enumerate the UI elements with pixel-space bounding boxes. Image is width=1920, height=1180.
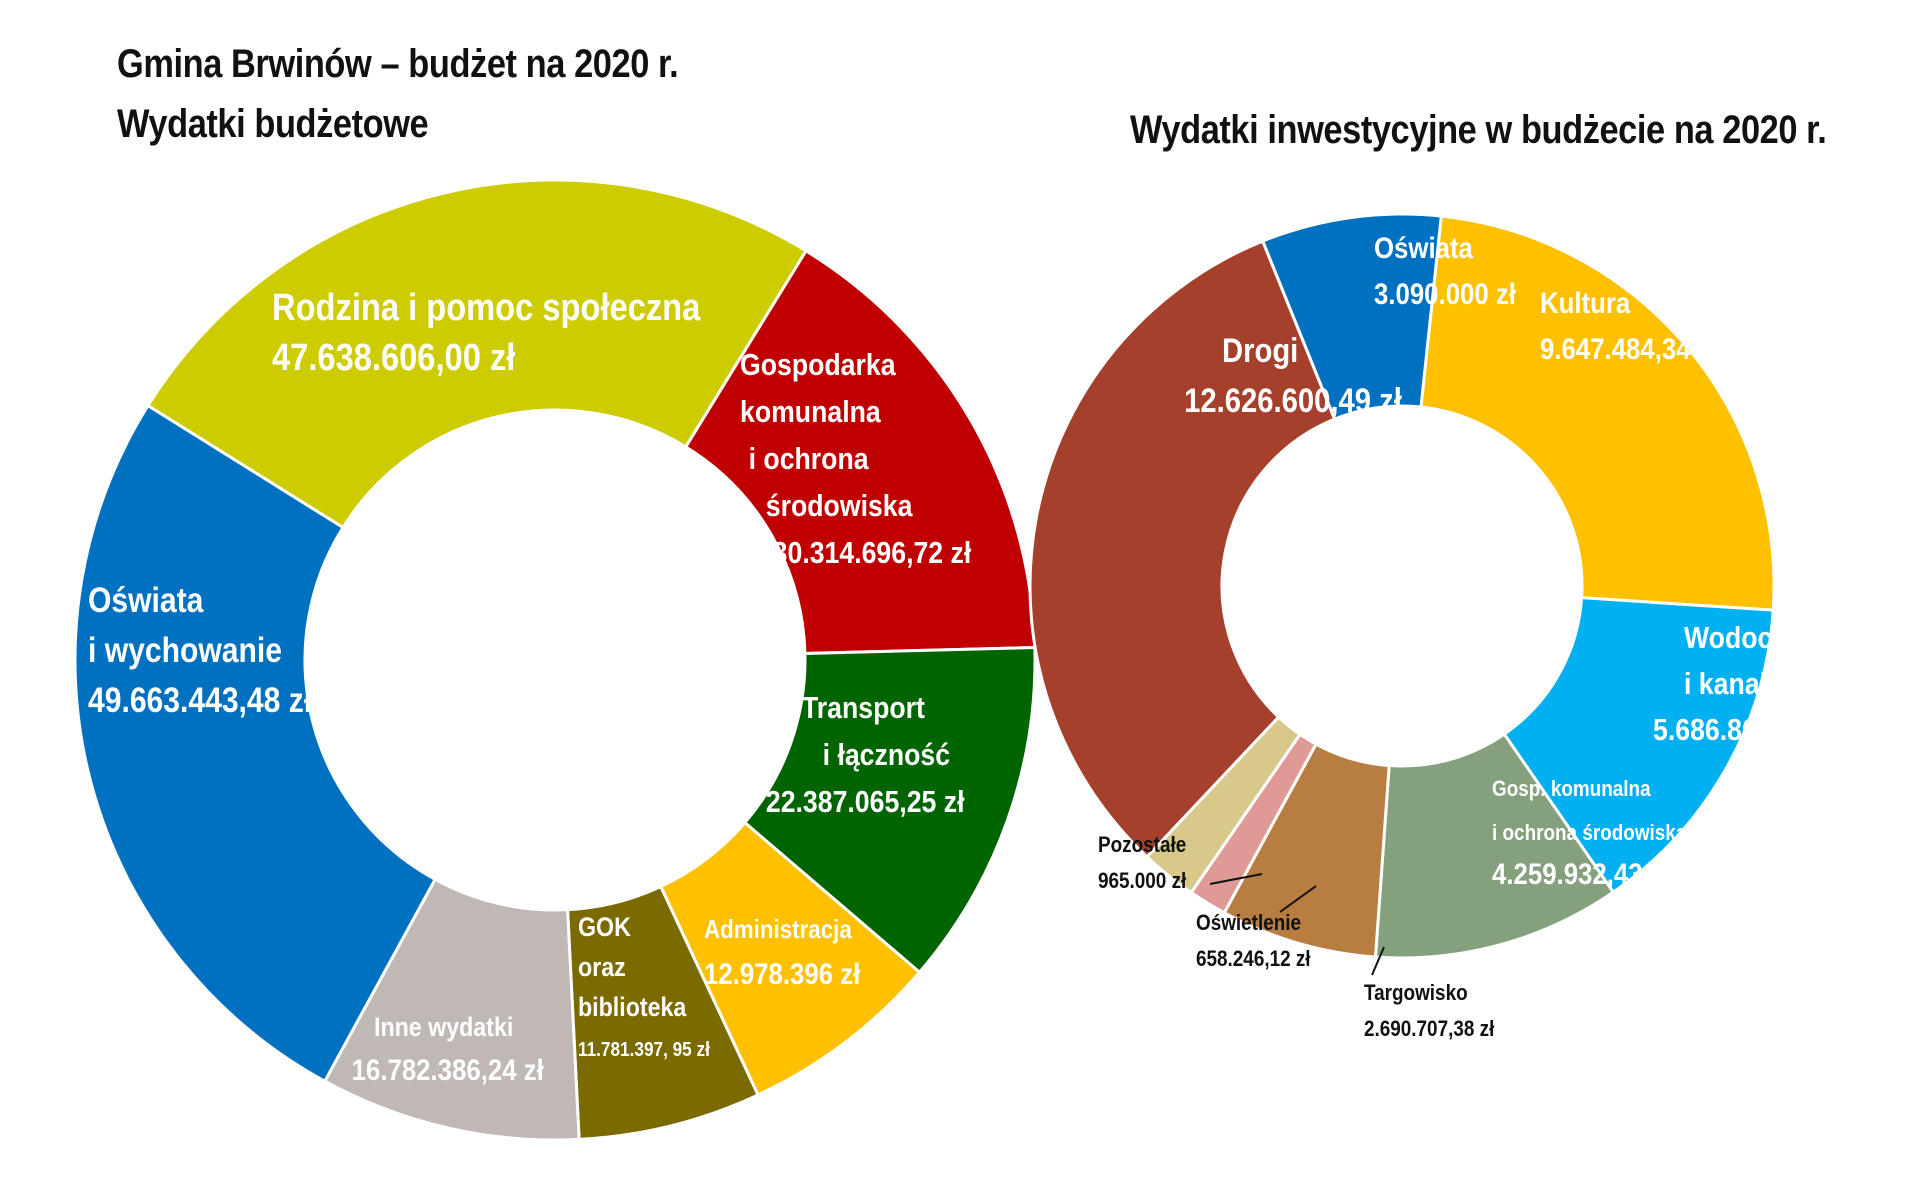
chart2-label-kultura: Kultura 9.647.484,34 zł (1540, 286, 1718, 365)
chart1-slice-rodzina-i-pomoc-spoleczna (145, 178, 809, 530)
chart2-slice-gosp-komunalna (1373, 732, 1616, 960)
slice-value-label: 11.781.397, 95 zł (578, 1038, 711, 1061)
slice-value-label: 3.090.000 zł (1374, 277, 1516, 310)
chart1-subtitle: Wydatki budżetowe (117, 102, 429, 146)
slice-category-label: i kanalizacja (1684, 667, 1840, 701)
slice-category-label: komunalna (740, 395, 882, 429)
chart1-label-gok: GOK oraz biblioteka 11.781.397, 95 zł (578, 912, 711, 1060)
slice-category-label: i ochrona środowiska (1492, 821, 1687, 846)
slice-category-label: Administracja (704, 915, 852, 944)
chart2-slice-kultura (1419, 214, 1776, 612)
chart1-slice-transport (742, 645, 1037, 975)
chart2-slice-drogi (1028, 239, 1337, 859)
chart1-title: Gmina Brwinów – budżet na 2020 r. (117, 42, 679, 86)
chart2-label-gosp-komunalna: Gosp. komunalna i ochrona środowiska 4.259… (1492, 777, 1687, 891)
chart2-label-targowisko: Targowisko 2.690.707,38 zł (1364, 981, 1495, 1042)
slice-category-label: i wychowanie (88, 630, 282, 670)
slice-category-label: Inne wydatki (374, 1012, 513, 1042)
slice-category-label: Wodociągi (1684, 621, 1818, 655)
slice-value-label: 9.647.484,34 zł (1540, 332, 1718, 365)
leader-line (1209, 873, 1263, 885)
chart2-label-pozostale: Pozostałe 965.000 zł (1098, 833, 1187, 894)
chart1-slice-oswiata (73, 403, 438, 1084)
slice-category-label: i ochrona (749, 442, 870, 476)
slice-value-label: 658.246,12 zł (1196, 947, 1311, 972)
chart2-label-wodociagi: Wodociągi i kanalizacja 5.686.863,79 zł (1653, 621, 1840, 747)
slice-category-label: Pozostałe (1098, 833, 1186, 858)
slice-category-label: i łączność (823, 738, 950, 772)
chart1-label-transport: Transport i łączność 22.387.065,25 zł (766, 691, 965, 819)
leader-line (1371, 946, 1385, 976)
slice-category-label: Oświata (88, 580, 204, 620)
slice-category-label: Gospodarka (740, 348, 896, 382)
slice-value-label: 16.782.386,24 zł (352, 1053, 544, 1086)
slice-value-label: 965.000 zł (1098, 869, 1187, 894)
slice-category-label: Gosp. komunalna (1492, 777, 1651, 802)
slice-value-label: 22.387.065,25 zł (766, 785, 965, 819)
slice-category-label: Rodzina i pomoc społeczna (272, 286, 701, 329)
chart2-slice-wodociagi (1502, 596, 1775, 895)
slice-category-label: oraz (578, 952, 626, 982)
slice-category-label: GOK (578, 912, 631, 942)
slice-value-label: 5.686.863,79 zł (1653, 713, 1837, 747)
leader-line (1279, 885, 1317, 913)
chart2-label-oswiata: Oświata 3.090.000 zł (1374, 231, 1516, 310)
slice-category-label: Kultura (1540, 286, 1631, 319)
slice-value-label: 2.690.707,38 zł (1364, 1017, 1495, 1042)
chart2-title: Wydatki inwestycyjne w budżecie na 2020 … (1130, 108, 1827, 152)
slice-category-label: biblioteka (578, 992, 687, 1022)
slice-value-label: 12.626.600,49 zł (1184, 381, 1402, 420)
chart1-label-administracja: Administracja 12.978.396 zł (704, 915, 861, 990)
chart1-label-inne-wydatki: Inne wydatki 16.782.386,24 zł (352, 1012, 544, 1086)
slice-category-label: Oświata (1374, 231, 1473, 264)
slice-value-label: 30.314.696,72 zł (773, 536, 972, 570)
chart2-label-oswietlenie: Oświetlenie 658.246,12 zł (1196, 911, 1311, 972)
chart1-label-rodzina-i-pomoc-spoleczna: Rodzina i pomoc społeczna 47.638.606,00 z… (272, 286, 701, 379)
slice-value-label: 12.978.396 zł (704, 957, 861, 990)
slice-value-label: 4.259.932,43 zł (1492, 857, 1670, 890)
slice-value-label: 49.663.443,48 zł (88, 680, 312, 720)
slice-category-label: Targowisko (1364, 981, 1468, 1006)
chart1-label-gospodarka: Gospodarka komunalna i ochrona środowiska 30… (740, 348, 971, 570)
slice-category-label: Oświetlenie (1196, 911, 1301, 936)
slice-value-label: 47.638.606,00 zł (272, 336, 516, 379)
slice-category-label: Drogi (1222, 331, 1298, 370)
slice-category-label: Transport (802, 691, 925, 725)
chart1-label-oswiata: Oświata i wychowanie 49.663.443,48 zł (88, 580, 312, 720)
chart2-label-drogi: Drogi 12.626.600,49 zł (1184, 331, 1402, 420)
slice-category-label: środowiska (766, 489, 914, 523)
